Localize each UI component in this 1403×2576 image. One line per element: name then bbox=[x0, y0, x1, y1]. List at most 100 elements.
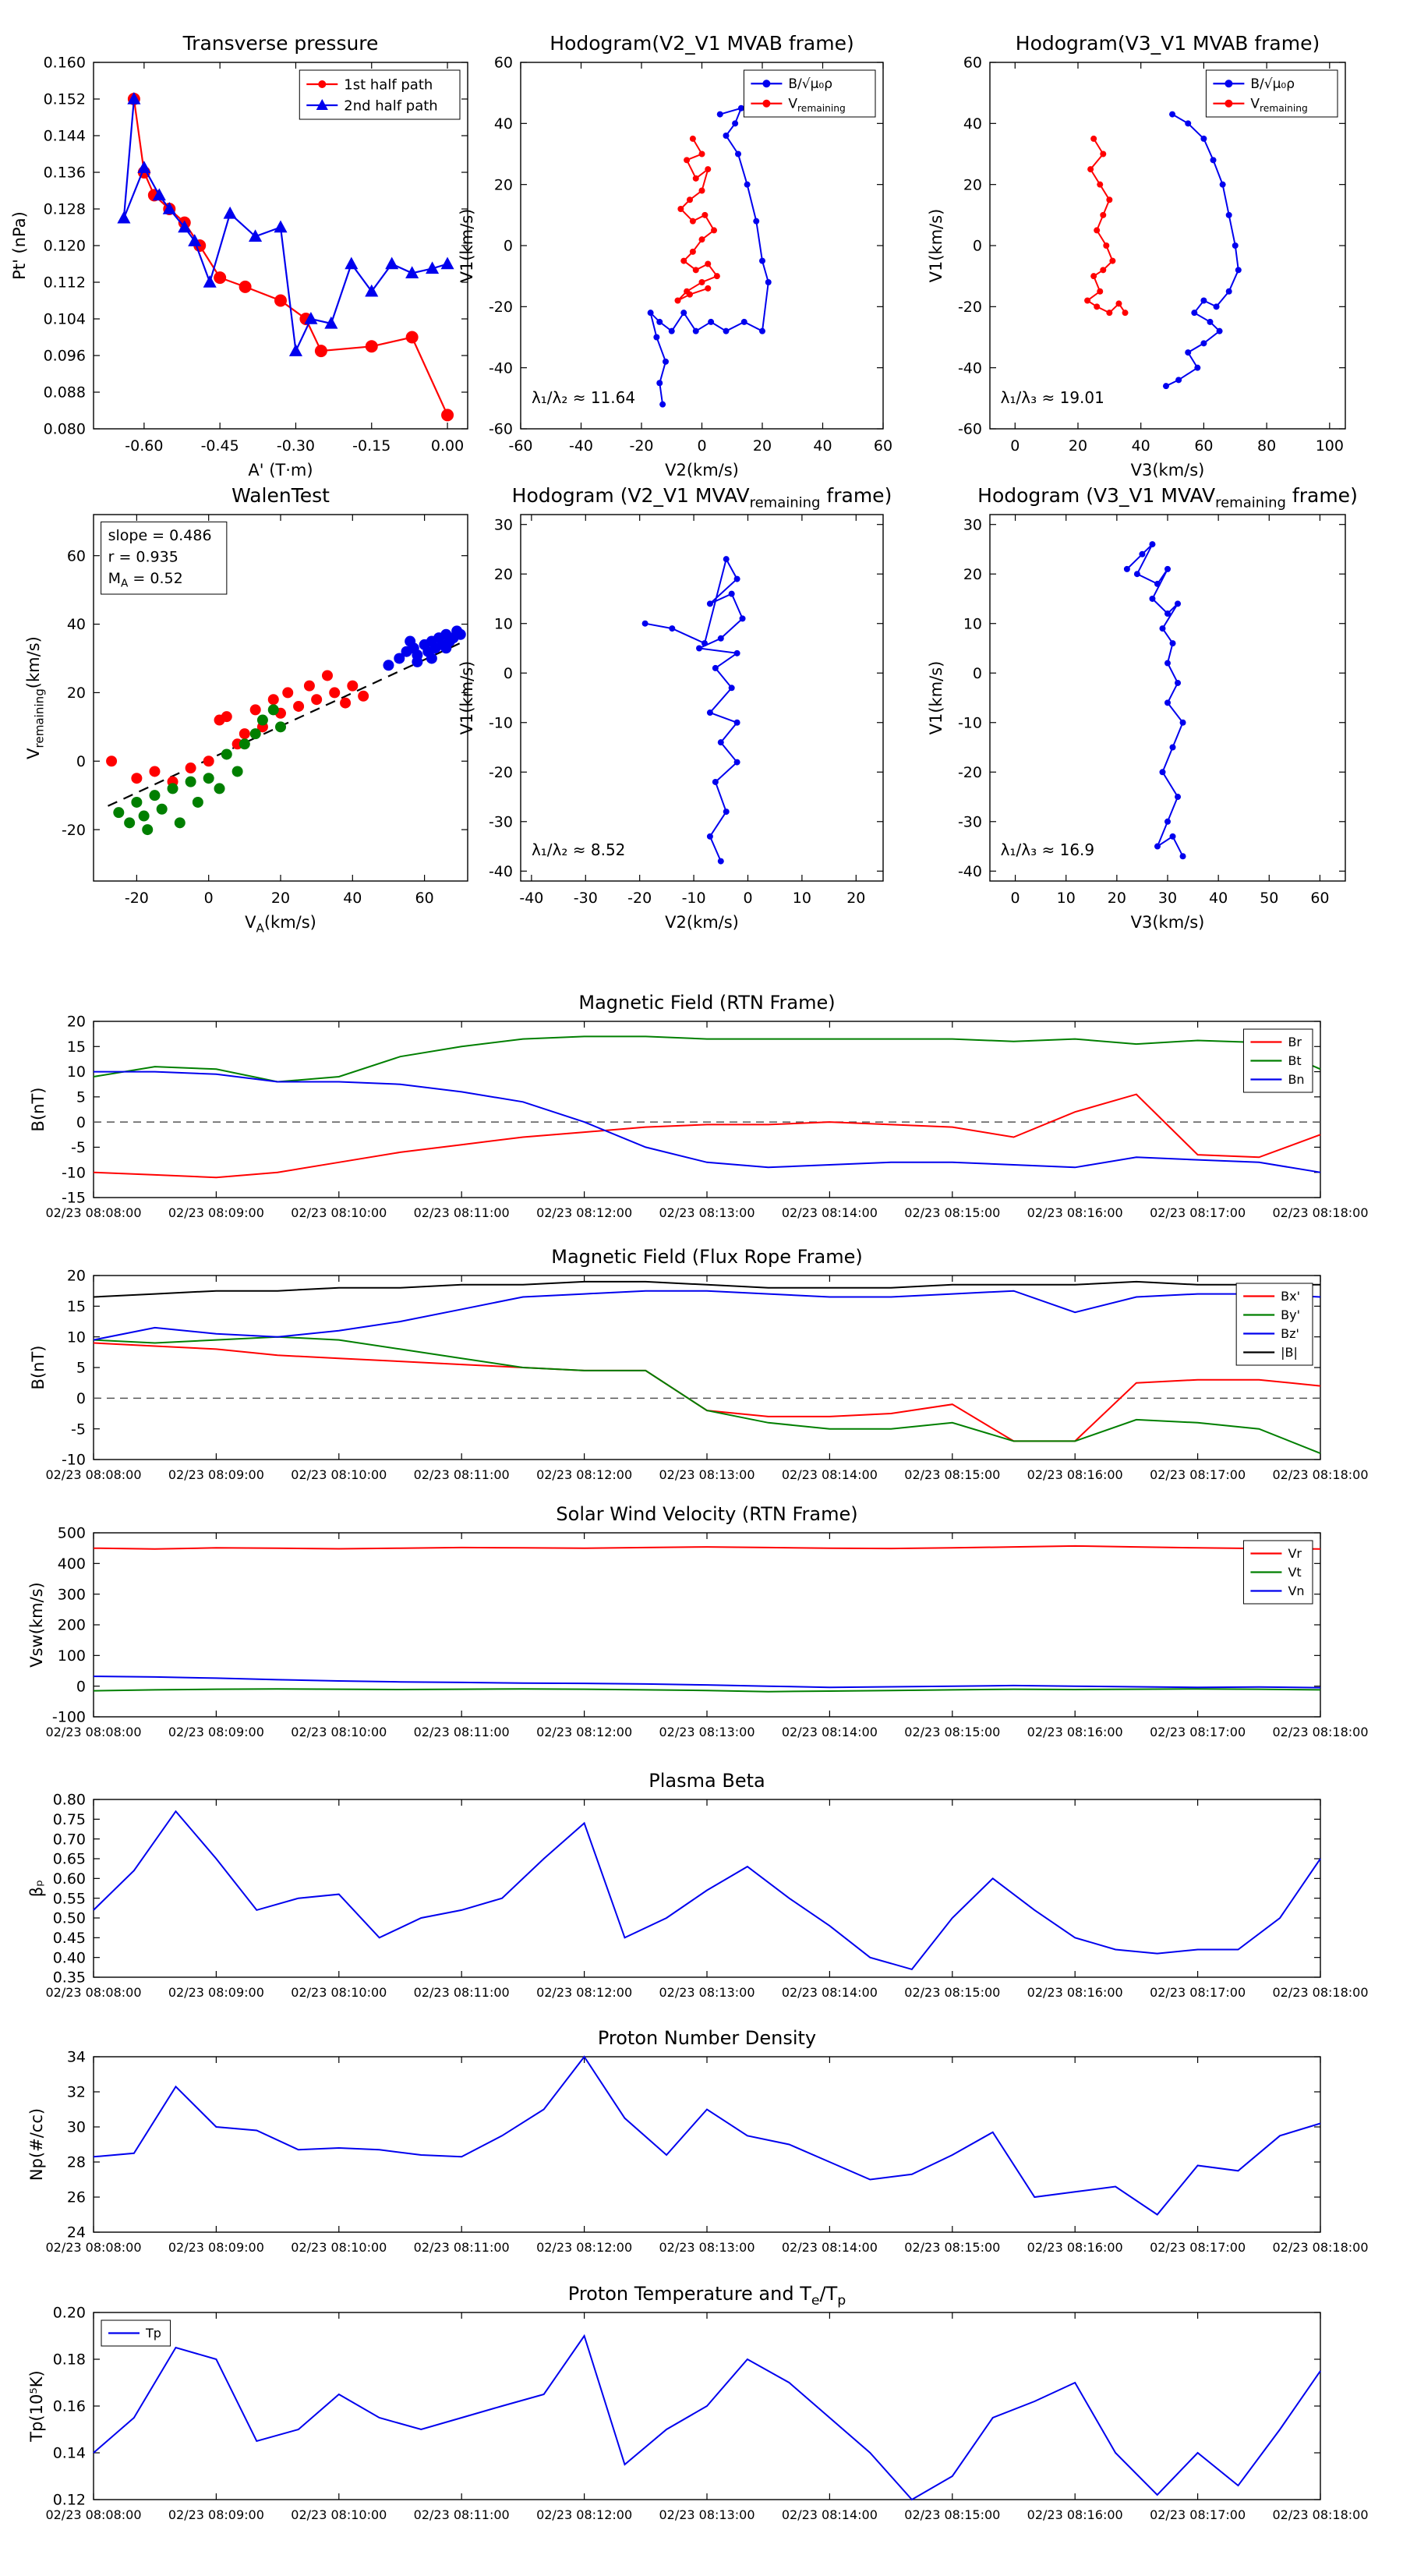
marker-circle bbox=[149, 766, 161, 777]
y-axis-label: V1(km/s) bbox=[458, 661, 476, 735]
marker-circle bbox=[192, 796, 203, 808]
x-tick-label: 20 bbox=[1108, 890, 1126, 907]
marker-circle bbox=[142, 824, 154, 836]
marker-circle bbox=[1159, 625, 1166, 632]
y-tick-label: 0.128 bbox=[44, 201, 86, 218]
marker-circle bbox=[106, 755, 118, 767]
marker-circle bbox=[113, 807, 125, 819]
x-tick-label: 0 bbox=[743, 890, 752, 907]
marker-circle bbox=[1090, 273, 1097, 280]
legend-label: Bz' bbox=[1281, 1326, 1299, 1341]
legend-label: B/√μ₀ρ bbox=[788, 76, 832, 92]
x-tick-label: -0.45 bbox=[201, 437, 239, 455]
y-tick-label: 15 bbox=[67, 1298, 86, 1315]
y-tick-label: 0 bbox=[504, 665, 513, 682]
marker-circle bbox=[1200, 297, 1207, 304]
panel-title: Proton Temperature and Te/Tp bbox=[568, 2283, 846, 2309]
y-tick-label: 0.144 bbox=[44, 128, 86, 145]
legend-label: 1st half path bbox=[344, 76, 433, 93]
marker-triangle bbox=[316, 99, 328, 110]
marker-circle bbox=[1159, 769, 1166, 776]
marker-circle bbox=[706, 709, 713, 717]
y-tick-label: 32 bbox=[67, 2084, 86, 2101]
x-tick-label: 40 bbox=[1209, 890, 1228, 907]
x-tick-label: 02/23 08:09:00 bbox=[168, 1725, 264, 1739]
marker-triangle bbox=[440, 257, 454, 270]
marker-circle bbox=[274, 294, 287, 307]
x-tick-label: 80 bbox=[1257, 437, 1276, 455]
marker-circle bbox=[303, 680, 315, 692]
x-tick-label: 02/23 08:14:00 bbox=[782, 1467, 878, 1482]
marker-circle bbox=[275, 721, 286, 733]
y-tick-label: 30 bbox=[494, 516, 513, 533]
y-axis-label: Vsw(km/s) bbox=[27, 1582, 46, 1668]
marker-circle bbox=[1185, 349, 1192, 356]
marker-triangle bbox=[426, 261, 440, 274]
panel-title: Hodogram (V2_V1 MVAVremaining frame) bbox=[512, 484, 892, 511]
y-tick-label: 60 bbox=[67, 547, 86, 564]
x-tick-label: 02/23 08:12:00 bbox=[536, 1725, 632, 1739]
legend-label: Br bbox=[1288, 1035, 1302, 1049]
y-tick-label: 0.136 bbox=[44, 165, 86, 182]
panel-hodogram-v2v1-mvab: -60 -40 -20 0 20 40 60 -60 -40 -20 0 20 40 60 Hodogram… bbox=[458, 32, 892, 479]
marker-circle bbox=[723, 556, 730, 563]
x-tick-label: 02/23 08:10:00 bbox=[291, 2240, 387, 2255]
x-tick-label: 02/23 08:15:00 bbox=[904, 1467, 1000, 1482]
x-tick-label: 02/23 08:08:00 bbox=[45, 1205, 141, 1220]
marker-circle bbox=[702, 211, 709, 218]
marker-circle bbox=[203, 773, 214, 784]
marker-circle bbox=[706, 833, 713, 840]
marker-circle bbox=[689, 248, 696, 255]
marker-circle bbox=[149, 790, 161, 801]
annotation-box bbox=[101, 521, 228, 595]
marker-circle bbox=[412, 656, 423, 667]
marker-circle bbox=[680, 257, 687, 264]
x-axis-label: V2(km/s) bbox=[665, 461, 739, 479]
marker-circle bbox=[1139, 550, 1146, 557]
x-tick-label: 02/23 08:08:00 bbox=[45, 2507, 141, 2522]
marker-triangle bbox=[304, 312, 318, 324]
marker-circle bbox=[1235, 267, 1242, 274]
y-tick-label: -40 bbox=[958, 863, 982, 880]
y-tick-label: 20 bbox=[494, 176, 513, 193]
y-tick-label: 500 bbox=[58, 1525, 86, 1542]
panel-magnetic-field-rtn: 02/23 08:08:00 02/23 08:09:00 02/23 08:10:… bbox=[29, 992, 1369, 1220]
axes-frame bbox=[93, 1275, 1321, 1460]
y-tick-label: 10 bbox=[67, 1329, 86, 1346]
x-tick-label: 02/23 08:17:00 bbox=[1150, 1467, 1246, 1482]
marker-circle bbox=[1097, 288, 1104, 295]
annotation: λ₁/λ₂ ≈ 8.52 bbox=[532, 840, 625, 859]
marker-circle bbox=[735, 150, 741, 157]
marker-circle bbox=[167, 783, 178, 794]
marker-circle bbox=[256, 714, 268, 726]
y-tick-label: -10 bbox=[958, 714, 982, 731]
marker-circle bbox=[239, 280, 252, 293]
x-tick-label: 02/23 08:10:00 bbox=[291, 1985, 387, 2000]
y-tick-label: 100 bbox=[58, 1647, 86, 1665]
y-tick-label: 60 bbox=[963, 55, 982, 72]
y-tick-label: 20 bbox=[963, 566, 982, 583]
marker-circle bbox=[156, 803, 168, 815]
x-tick-label: 02/23 08:18:00 bbox=[1272, 1725, 1368, 1739]
x-tick-label: 02/23 08:18:00 bbox=[1272, 2240, 1368, 2255]
x-tick-label: 02/23 08:11:00 bbox=[414, 1467, 510, 1482]
x-tick-label: 02/23 08:11:00 bbox=[414, 1985, 510, 2000]
y-tick-label: 0 bbox=[76, 1390, 86, 1407]
marker-circle bbox=[1200, 340, 1207, 347]
x-tick-label: 02/23 08:18:00 bbox=[1272, 2507, 1368, 2522]
marker-circle bbox=[705, 260, 712, 267]
y-tick-label: 20 bbox=[494, 566, 513, 583]
y-tick-label: 5 bbox=[76, 1089, 86, 1106]
y-tick-label: 0.104 bbox=[44, 311, 86, 328]
x-tick-label: 02/23 08:15:00 bbox=[904, 2507, 1000, 2522]
marker-circle bbox=[706, 600, 713, 607]
y-tick-label: 0.16 bbox=[53, 2398, 86, 2415]
marker-circle bbox=[698, 279, 705, 285]
marker-circle bbox=[692, 327, 699, 334]
marker-circle bbox=[1087, 166, 1094, 173]
x-axis-label: V3(km/s) bbox=[1131, 461, 1205, 479]
x-tick-label: 02/23 08:12:00 bbox=[536, 2240, 632, 2255]
y-tick-label: 0 bbox=[973, 238, 982, 255]
marker-circle bbox=[680, 310, 687, 317]
series-first-half-path bbox=[133, 98, 449, 416]
